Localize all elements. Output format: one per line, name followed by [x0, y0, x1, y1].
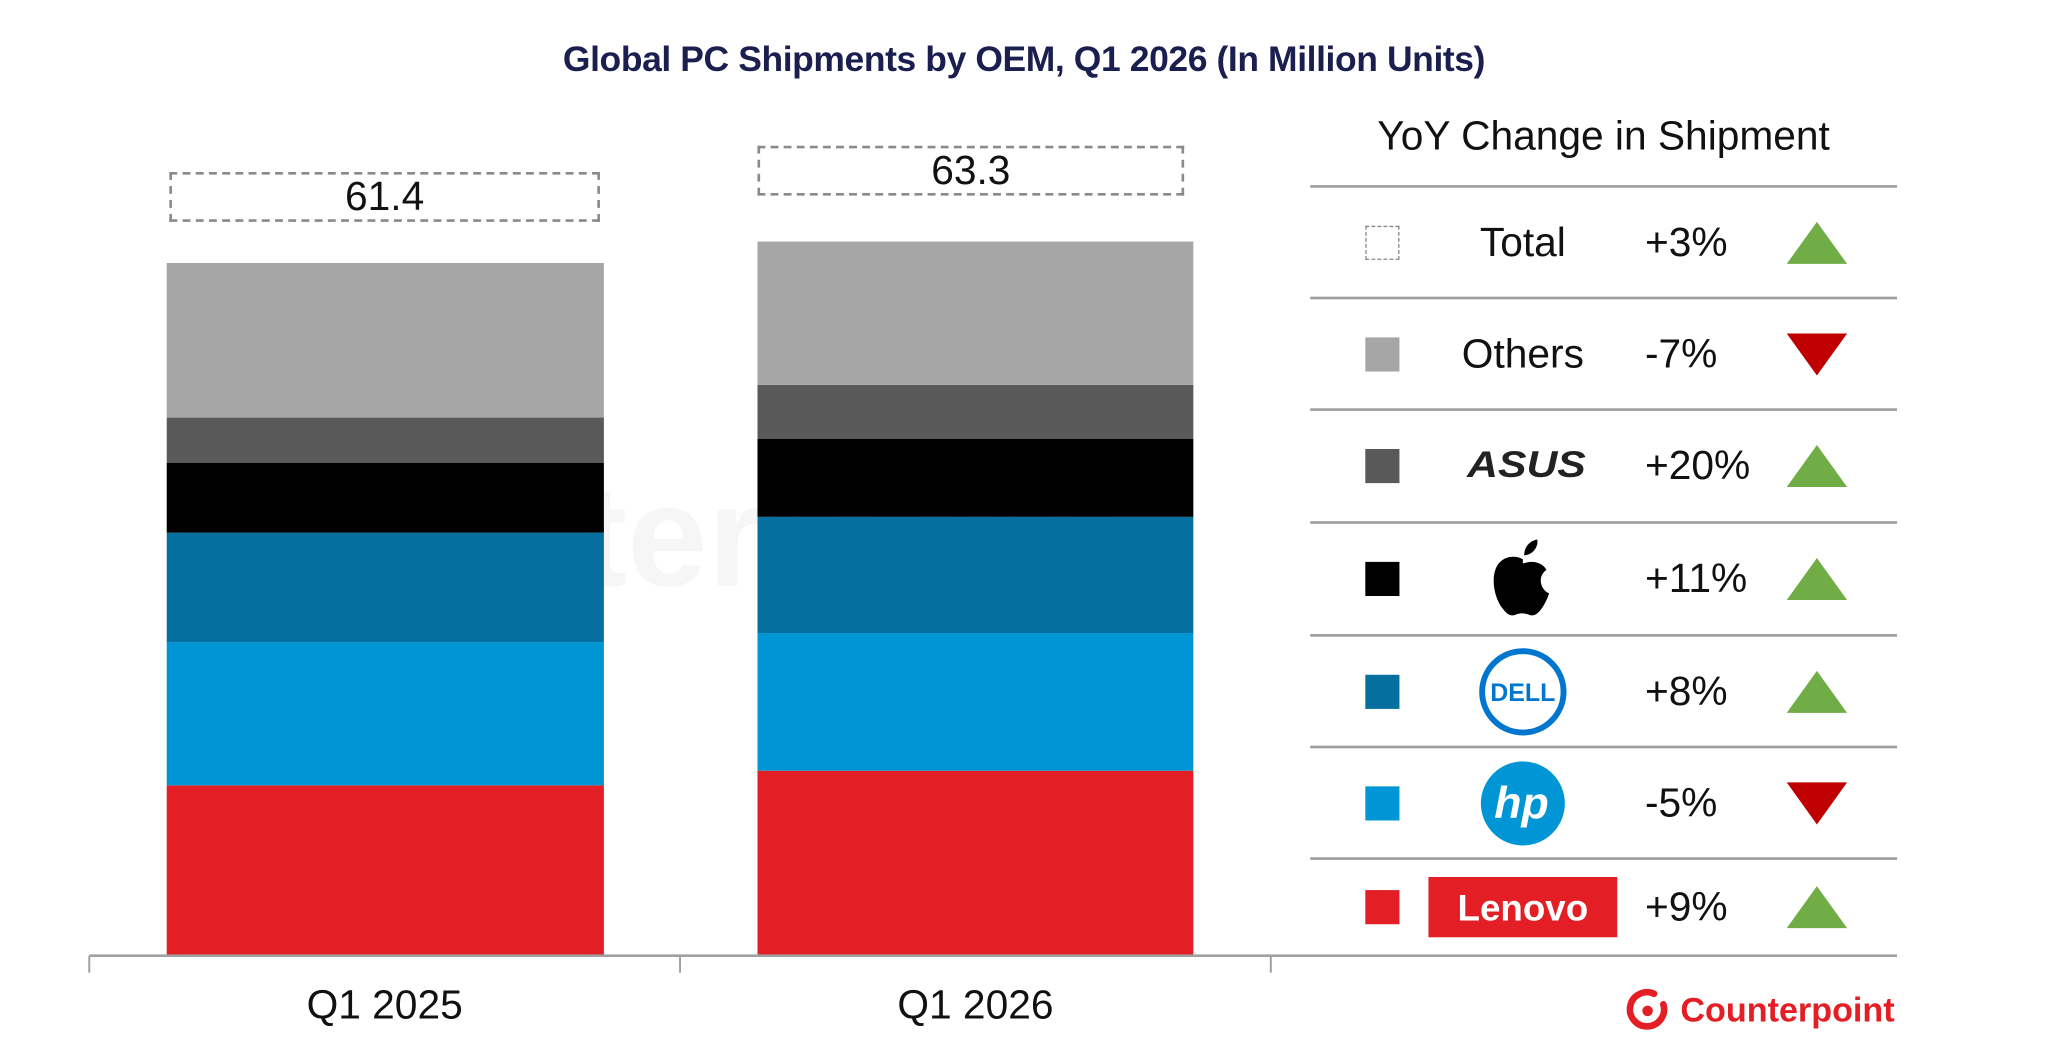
bar-segment-lenovo-q1-2026 [757, 770, 1194, 956]
yoy-row-others: Others -7% [1310, 298, 1897, 410]
legend-swatch-total [1365, 225, 1400, 260]
table-divider [1310, 521, 1897, 524]
yoy-row-asus: ASUS +20% [1310, 410, 1897, 523]
svg-text:Lenovo: Lenovo [1458, 887, 1589, 928]
bar-segment-apple-q1-2026 [757, 438, 1194, 517]
x-tick-label-q1-2026: Q1 2026 [897, 981, 1054, 1028]
triangle-up-icon [1785, 444, 1848, 489]
yoy-row-dell: DELL +8% [1310, 635, 1897, 747]
svg-text:hp: hp [1494, 778, 1549, 827]
table-divider [1310, 634, 1897, 637]
counterpoint-icon [1626, 988, 1668, 1030]
yoy-value: +20% [1644, 442, 1751, 489]
yoy-row-apple: +11% [1310, 522, 1897, 635]
counterpoint-wordmark: Counterpoint [1680, 989, 1895, 1029]
table-divider [1310, 185, 1897, 188]
svg-text:DELL: DELL [1490, 678, 1555, 706]
dell-logo: DELL [1428, 635, 1617, 747]
chart-title: Global PC Shipments by OEM, Q1 2026 (In … [562, 39, 1486, 79]
bar-segment-others-q1-2026 [757, 241, 1194, 385]
triangle-up-icon [1785, 669, 1848, 714]
x-tick-label-q1-2025: Q1 2025 [306, 981, 463, 1028]
legend-swatch-hp [1365, 785, 1400, 820]
yoy-heading: YoY Change in Shipment [1377, 112, 1830, 159]
table-divider [1310, 745, 1897, 749]
triangle-down-icon [1785, 331, 1848, 376]
yoy-value: +11% [1644, 555, 1748, 602]
bar-segment-lenovo-q1-2025 [166, 785, 604, 956]
legend-swatch-apple [1365, 561, 1400, 597]
triangle-up-icon [1785, 885, 1848, 930]
lenovo-logo: Lenovo [1428, 859, 1618, 956]
legend-swatch-lenovo [1365, 890, 1400, 925]
total-label-q1-2026: 63.3 [757, 145, 1185, 196]
table-divider [1310, 857, 1897, 860]
bar-segment-dell-q1-2025 [166, 532, 604, 643]
legend-swatch-dell [1365, 674, 1400, 709]
yoy-value: +9% [1644, 883, 1728, 930]
legend-swatch-asus [1365, 448, 1400, 484]
total-label-q1-2025: 61.4 [169, 171, 600, 222]
yoy-row-total: Total +3% [1310, 186, 1897, 298]
bar-segment-asus-q1-2025 [166, 417, 604, 463]
triangle-up-icon [1785, 557, 1848, 602]
yoy-value: +8% [1644, 667, 1728, 714]
legend-swatch-others [1365, 336, 1400, 371]
triangle-down-icon [1785, 780, 1848, 825]
bar-segment-apple-q1-2025 [166, 462, 604, 533]
asus-logo: ASUS [1428, 410, 1617, 523]
counterpoint-logo: Counterpoint [1625, 987, 1895, 1032]
yoy-row-hp: hp -5% [1310, 747, 1897, 859]
table-divider [1310, 408, 1897, 411]
yoy-row-lenovo: Lenovo +9% [1310, 859, 1897, 956]
svg-text:ASUS: ASUS [1466, 446, 1586, 485]
bar-segment-asus-q1-2026 [757, 384, 1194, 439]
table-divider [1310, 296, 1897, 300]
legend-label: Others [1461, 330, 1584, 377]
yoy-value: -7% [1644, 330, 1718, 377]
bar-segment-hp-q1-2025 [166, 642, 604, 786]
yoy-value: -5% [1644, 779, 1718, 826]
triangle-up-icon [1785, 220, 1848, 265]
hp-logo: hp [1428, 747, 1617, 859]
bar-segment-dell-q1-2026 [757, 516, 1194, 634]
bar-segment-others-q1-2025 [166, 262, 604, 418]
apple-logo [1428, 522, 1617, 635]
bar-segment-hp-q1-2026 [757, 633, 1194, 771]
legend-label: Total [1479, 218, 1566, 265]
yoy-value: +3% [1644, 218, 1728, 265]
